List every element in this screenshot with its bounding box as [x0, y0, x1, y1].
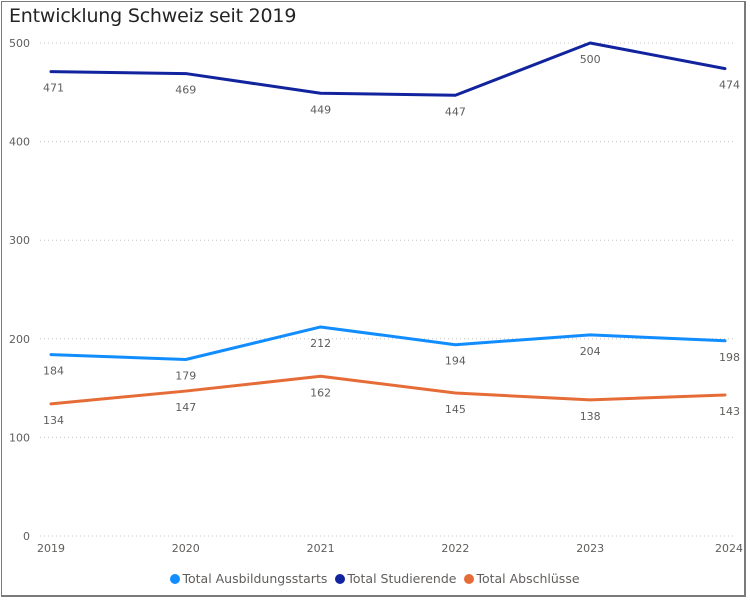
legend: Total Ausbildungsstarts Total Studierend…	[0, 571, 750, 586]
data-label: 469	[175, 84, 196, 97]
x-tick-label: 2020	[172, 542, 200, 555]
x-tick-label: 2021	[307, 542, 335, 555]
legend-label: Total Ausbildungsstarts	[182, 571, 328, 586]
data-label: 134	[43, 414, 64, 427]
x-tick-label: 2022	[441, 542, 469, 555]
y-tick-label: 0	[23, 530, 30, 543]
series-lines	[49, 41, 727, 406]
legend-label: Total Abschlüsse	[476, 571, 580, 586]
gridlines	[40, 42, 734, 537]
x-tick-label: 2019	[37, 542, 65, 555]
series-line-1	[49, 41, 727, 97]
x-tick-label: 2023	[576, 542, 604, 555]
legend-item-ausbildungsstarts[interactable]: Total Ausbildungsstarts	[170, 571, 327, 586]
data-label: 147	[175, 401, 196, 414]
data-label: 204	[580, 345, 601, 358]
legend-label: Total Studierende	[347, 571, 457, 586]
data-label: 184	[43, 365, 64, 378]
data-label: 145	[445, 403, 466, 416]
chart-title: Entwicklung Schweiz seit 2019	[9, 5, 297, 27]
data-label: 449	[310, 103, 331, 116]
data-label: 212	[310, 337, 331, 350]
data-label: 471	[43, 82, 64, 95]
data-label: 474	[719, 79, 740, 92]
series-line-0	[49, 325, 727, 362]
data-label: 194	[445, 355, 466, 368]
y-tick-label: 100	[9, 431, 30, 444]
legend-item-abschluesse[interactable]: Total Abschlüsse	[464, 571, 580, 586]
data-labels: 184 179 212 194 204 198 471 469 449 447 500 474 134 1…	[43, 53, 740, 427]
legend-dot-icon	[464, 574, 475, 584]
data-label: 143	[719, 405, 740, 418]
data-label: 138	[580, 410, 601, 423]
legend-dot-icon	[335, 574, 346, 584]
series-line-2	[49, 374, 727, 406]
y-tick-label: 400	[9, 136, 30, 149]
legend-dot-icon	[170, 574, 181, 584]
data-label: 447	[445, 105, 466, 118]
y-tick-label: 500	[9, 37, 30, 50]
y-axis: 0 100 200 300 400 500	[9, 37, 30, 543]
data-label: 500	[580, 53, 601, 66]
y-tick-label: 300	[9, 234, 30, 247]
data-label: 162	[310, 386, 331, 399]
x-axis: 2019 2020 2021 2022 2023 2024	[37, 542, 743, 555]
data-label: 198	[719, 351, 740, 364]
legend-item-studierende[interactable]: Total Studierende	[335, 571, 456, 586]
x-tick-label: 2024	[715, 542, 743, 555]
y-tick-label: 200	[9, 333, 30, 346]
data-label: 179	[175, 370, 196, 383]
